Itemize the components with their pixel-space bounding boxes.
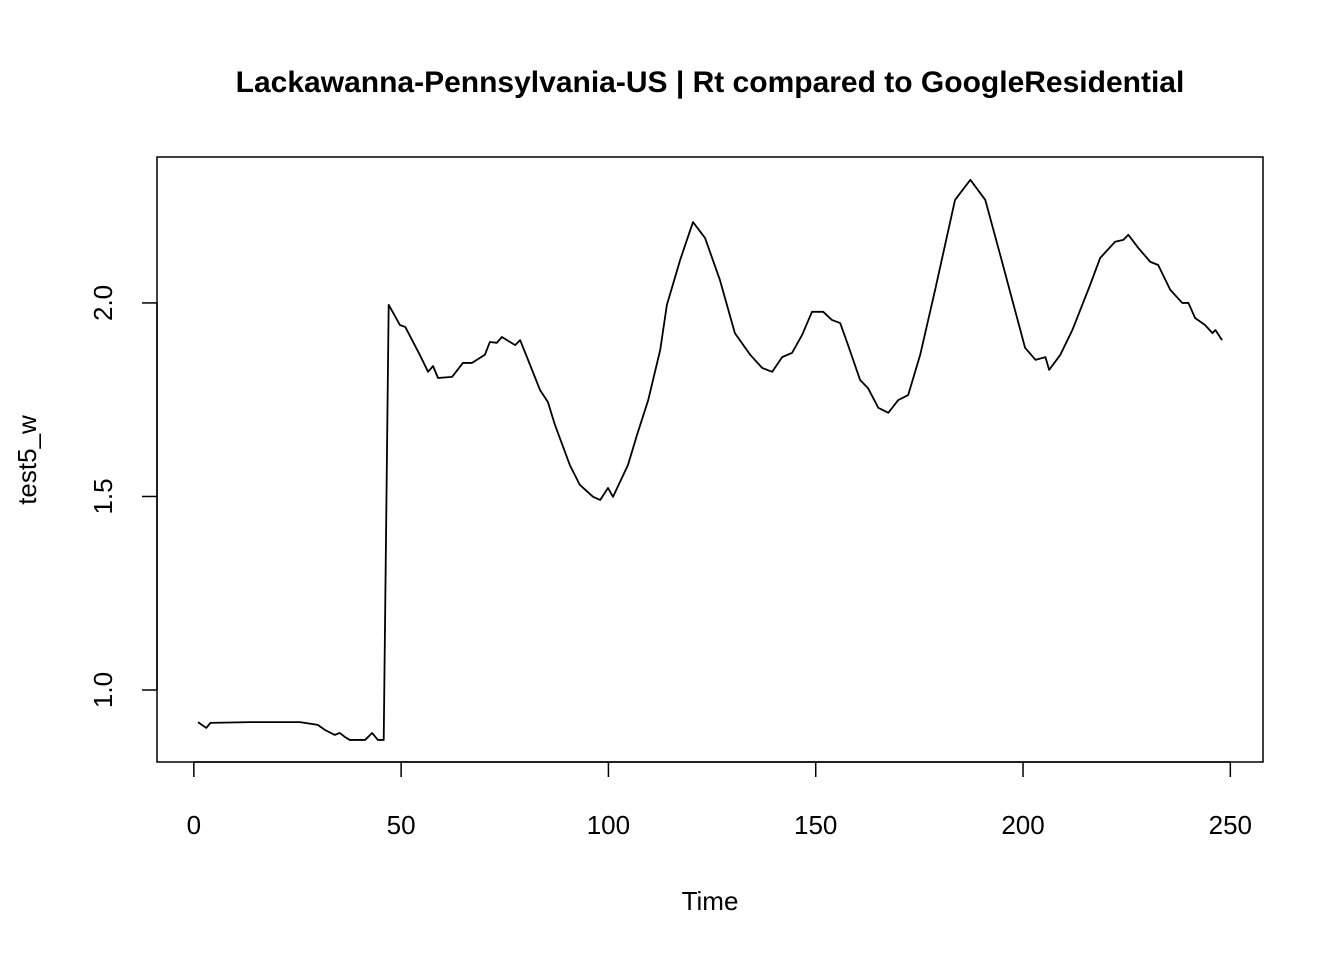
x-tick-label: 0 xyxy=(187,810,201,840)
x-axis-label: Time xyxy=(682,886,739,916)
x-tick-label: 50 xyxy=(387,810,416,840)
y-axis-label: test5_w xyxy=(12,415,42,505)
y-tick-label: 2.0 xyxy=(88,285,118,321)
x-tick-label: 150 xyxy=(794,810,837,840)
y-tick-label: 1.0 xyxy=(88,672,118,708)
x-tick-label: 250 xyxy=(1209,810,1252,840)
y-tick-label: 1.5 xyxy=(88,478,118,514)
x-tick-label: 200 xyxy=(1001,810,1044,840)
chart-title: Lackawanna-Pennsylvania-US | Rt compared… xyxy=(236,66,1185,99)
x-tick-label: 100 xyxy=(587,810,630,840)
data-line xyxy=(197,178,1223,741)
